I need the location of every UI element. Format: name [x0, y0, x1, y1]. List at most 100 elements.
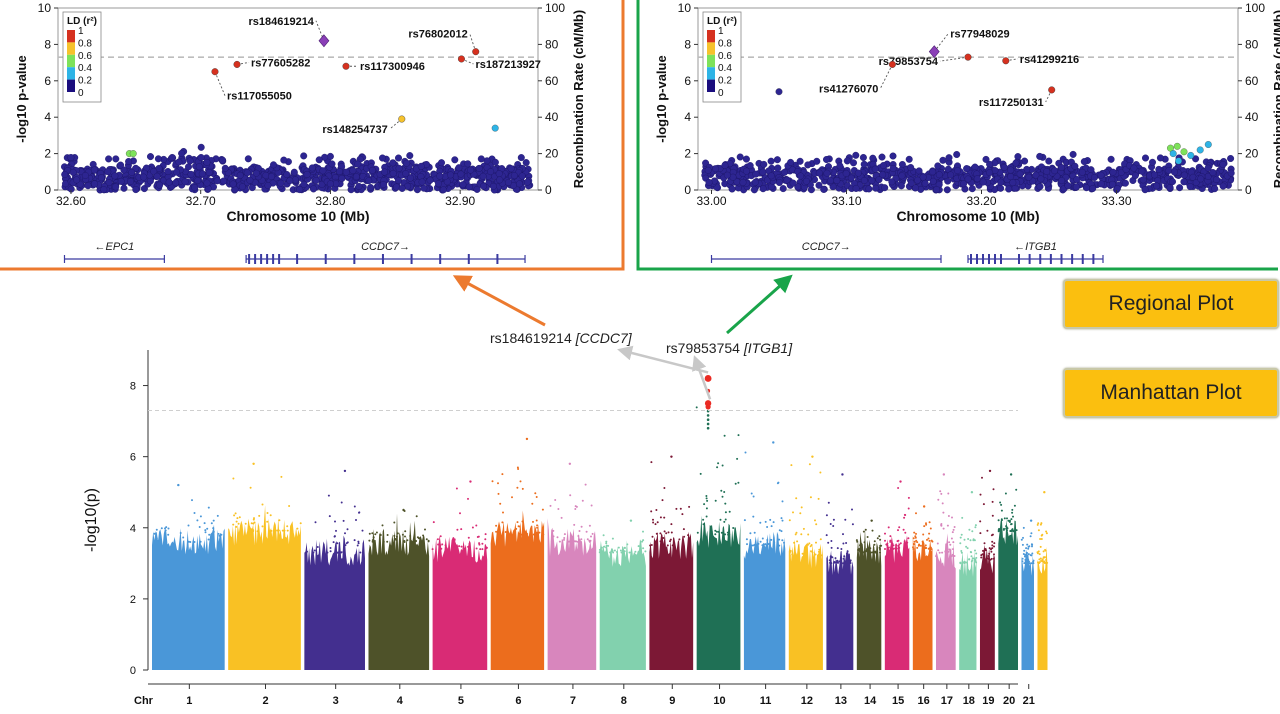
snp-point — [930, 539, 933, 542]
regional-plot-button[interactable]: Regional Plot — [1063, 279, 1279, 329]
snp-point — [296, 527, 299, 530]
snp-point — [809, 545, 812, 548]
snp-point — [795, 497, 798, 500]
snp-point — [435, 180, 443, 188]
snp-point — [982, 549, 984, 552]
snp-point — [661, 499, 664, 502]
peak-snp — [1043, 491, 1046, 494]
snp-point — [374, 533, 377, 536]
snp-point — [181, 178, 189, 186]
x-tick-label: 2 — [262, 695, 268, 707]
snp-point — [650, 510, 653, 513]
snp-point — [947, 515, 950, 517]
snp-point — [605, 540, 608, 543]
snp-point — [663, 487, 666, 489]
snp-point — [367, 183, 375, 191]
gene-exon — [1039, 254, 1042, 264]
snp-point — [767, 157, 775, 165]
legend-label: 0.4 — [78, 63, 92, 74]
snp-point — [986, 160, 994, 168]
snp-point — [914, 536, 917, 539]
snp-point — [264, 181, 272, 189]
snp-point — [872, 184, 880, 192]
snp-point — [346, 528, 349, 531]
snp-point — [842, 533, 844, 536]
snp-point — [452, 541, 455, 544]
snp-point — [825, 534, 828, 537]
callout-right-gene: [ITGB1] — [743, 340, 793, 356]
snp-point — [1042, 550, 1045, 553]
snp-point — [478, 542, 481, 545]
snp-point — [532, 533, 535, 536]
snp-point — [475, 524, 478, 527]
snp-point — [960, 180, 968, 188]
chromosome-block-8 — [598, 519, 647, 670]
snp-point — [280, 475, 283, 478]
snp-point — [532, 520, 534, 523]
snp-point — [253, 521, 256, 524]
snp-point — [155, 164, 163, 172]
snp-point — [1037, 175, 1045, 183]
snp-point — [489, 182, 497, 190]
snp-point — [1020, 538, 1023, 541]
gene-exon — [496, 254, 499, 264]
snp-point — [682, 528, 685, 531]
chromosome-points — [368, 513, 430, 670]
snp-point — [1004, 492, 1007, 495]
snp-point — [773, 156, 781, 164]
snp-point — [963, 560, 966, 563]
snp-point — [728, 533, 731, 536]
snp-point — [105, 179, 113, 187]
snp-point — [823, 169, 831, 177]
legend-label: 1 — [78, 26, 84, 37]
snp-point — [670, 523, 673, 526]
snp-point — [286, 529, 289, 532]
snp-point — [948, 541, 951, 544]
x-tick-label: 3 — [333, 695, 339, 707]
peak-snp — [343, 469, 347, 473]
snp-point — [404, 535, 406, 538]
snp-point — [968, 528, 971, 531]
snp-point — [779, 185, 787, 193]
y2-axis-label: Recombination Rate (cM/Mb) — [1271, 10, 1280, 188]
legend-swatch — [67, 67, 75, 80]
snp-point — [879, 548, 881, 551]
x-tick-label: 32.90 — [445, 194, 475, 208]
snp-point — [949, 543, 952, 546]
snp-point — [154, 155, 162, 163]
snp-point — [440, 547, 443, 550]
snp-point — [790, 464, 793, 467]
snp-point — [933, 186, 941, 194]
snp-point — [104, 168, 112, 176]
snp-point — [892, 547, 895, 550]
snp-point — [830, 562, 833, 565]
snp-point — [1046, 561, 1049, 564]
snp-point — [638, 550, 640, 553]
snp-point — [870, 551, 873, 554]
snp-point — [521, 520, 524, 523]
y2-tick-label: 20 — [545, 147, 559, 161]
snp-point — [1010, 523, 1012, 526]
snp-point — [1042, 556, 1045, 559]
callout-arrow-right — [692, 355, 712, 400]
snp-point — [1036, 523, 1039, 526]
peak-snp — [252, 462, 255, 465]
snp-point — [809, 496, 812, 499]
snp-point — [128, 168, 136, 176]
snp-point — [326, 551, 329, 554]
snp-point — [218, 534, 221, 537]
snp-point — [880, 544, 883, 547]
manhattan-plot-button[interactable]: Manhattan Plot — [1063, 368, 1279, 418]
snp-point — [935, 555, 938, 558]
snp-point — [386, 540, 389, 543]
snp-point — [1012, 515, 1014, 518]
snp-point — [925, 547, 928, 549]
snp-point — [1027, 547, 1030, 550]
gene-exon — [976, 254, 978, 264]
snp-point — [974, 524, 977, 527]
legend-swatch — [707, 42, 715, 55]
snp-point — [953, 555, 956, 557]
gene-exon — [254, 254, 257, 264]
peak-snp — [899, 480, 902, 483]
snp-point — [705, 515, 708, 518]
